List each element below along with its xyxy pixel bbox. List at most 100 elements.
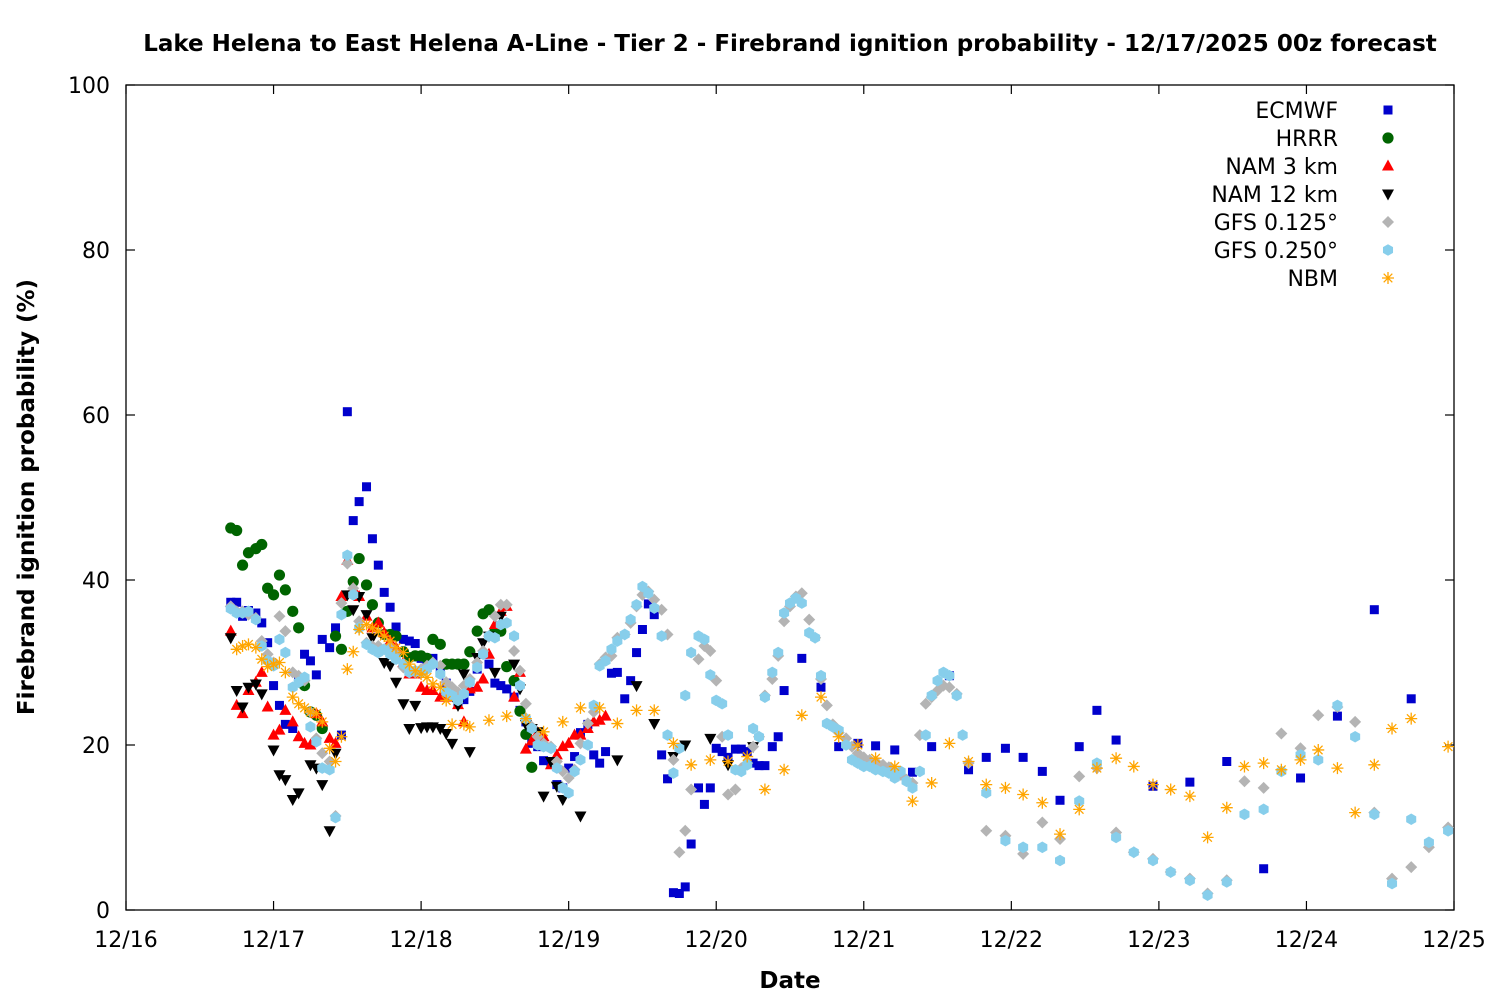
legend-marker <box>1382 244 1394 256</box>
legend-label: GFS 0.125° <box>1214 211 1338 236</box>
data-point <box>489 631 500 644</box>
data-point <box>279 625 292 638</box>
x-axis-label: Date <box>759 968 820 994</box>
data-point <box>1037 766 1047 776</box>
data-point <box>378 630 391 643</box>
data-point <box>679 824 692 837</box>
data-point <box>299 671 310 684</box>
data-point <box>919 697 932 710</box>
data-point <box>773 646 784 659</box>
data-point <box>1257 781 1270 794</box>
data-point <box>981 752 991 762</box>
data-point <box>298 701 311 714</box>
data-point <box>705 783 715 793</box>
data-point <box>435 668 446 680</box>
data-point <box>329 755 342 768</box>
data-point <box>1018 752 1028 762</box>
data-point <box>1332 711 1342 721</box>
data-point <box>415 680 428 692</box>
data-point <box>759 691 770 703</box>
data-point <box>1221 876 1232 888</box>
data-point <box>851 739 864 751</box>
data-point <box>286 691 299 704</box>
data-point <box>390 641 403 654</box>
data-point <box>1331 762 1344 775</box>
data-point <box>1147 854 1159 867</box>
y-tick-label: 80 <box>82 239 110 264</box>
data-point <box>537 791 550 803</box>
data-point <box>336 608 347 621</box>
data-point <box>347 576 359 588</box>
data-point <box>981 787 992 799</box>
data-point <box>611 717 624 730</box>
data-point <box>526 722 537 735</box>
data-point <box>1368 758 1381 771</box>
data-point <box>1332 699 1343 712</box>
data-point <box>1092 705 1102 715</box>
data-point <box>632 648 642 658</box>
legend-marker <box>1382 132 1394 144</box>
data-point <box>1258 803 1269 816</box>
data-point <box>539 756 549 766</box>
data-point <box>612 667 622 677</box>
data-point <box>316 747 329 760</box>
data-point <box>458 658 470 670</box>
data-point <box>626 676 636 686</box>
data-point <box>674 742 685 755</box>
data-point <box>348 589 359 601</box>
data-point <box>1111 831 1122 844</box>
data-point <box>330 811 341 824</box>
data-point <box>779 686 789 696</box>
data-point <box>1037 841 1048 854</box>
data-point <box>390 630 402 642</box>
data-point <box>778 763 791 776</box>
data-point <box>606 643 617 656</box>
data-point <box>255 689 268 701</box>
data-point <box>662 729 673 741</box>
data-point <box>551 762 562 774</box>
data-point <box>482 714 495 727</box>
data-point <box>595 758 605 768</box>
data-point <box>1202 889 1213 901</box>
data-point <box>353 552 365 565</box>
data-point <box>255 665 268 677</box>
data-point <box>323 742 336 755</box>
data-point <box>686 839 696 849</box>
data-point <box>502 684 512 694</box>
data-point <box>656 630 667 642</box>
data-point <box>500 710 513 723</box>
data-point <box>717 697 728 710</box>
data-point <box>398 634 408 644</box>
data-point <box>434 681 447 694</box>
data-point <box>589 750 599 760</box>
data-point <box>1054 828 1067 841</box>
series-nbm <box>230 618 1455 844</box>
data-point <box>1275 763 1288 776</box>
data-point <box>741 750 754 763</box>
data-point <box>440 728 453 740</box>
x-tick-label: 12/21 <box>832 928 895 953</box>
data-point <box>410 639 420 649</box>
data-point <box>1164 783 1177 796</box>
x-tick-label: 12/23 <box>1127 928 1190 953</box>
data-point <box>612 635 623 647</box>
data-point <box>600 655 611 667</box>
data-point <box>261 660 274 673</box>
data-point <box>519 712 532 725</box>
legend-label: NBM <box>1287 267 1338 292</box>
data-point <box>1312 709 1325 722</box>
data-point <box>353 623 366 636</box>
data-point <box>582 739 593 751</box>
data-point <box>463 720 476 733</box>
data-point <box>1406 694 1416 704</box>
y-tick-label: 20 <box>82 734 110 759</box>
data-point <box>384 635 397 648</box>
x-axis: 12/16 12/17 12/18 12/19 12/20 12/21 12/22 12/23… <box>94 85 1486 953</box>
data-point <box>630 704 643 717</box>
data-point <box>263 638 273 648</box>
data-point <box>403 724 416 735</box>
data-point <box>373 560 383 570</box>
data-point <box>699 799 709 809</box>
data-point <box>1000 834 1011 847</box>
data-point <box>685 758 698 771</box>
